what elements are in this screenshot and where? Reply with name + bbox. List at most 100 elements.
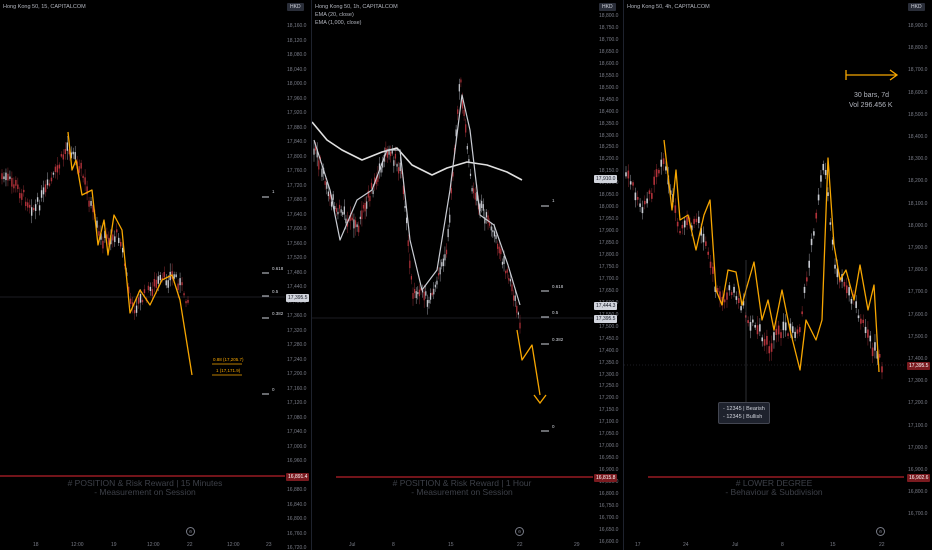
price-axis-label: 18,300.0 — [908, 156, 928, 163]
candle-body — [321, 168, 323, 177]
candle-body — [96, 220, 98, 228]
currency-badge[interactable]: HKD — [908, 3, 925, 11]
time-axis-label: 12:00 — [227, 542, 240, 548]
candle-body — [398, 167, 400, 174]
candle-body — [824, 169, 827, 176]
chart-panel-15m[interactable]: Hong Kong 50, 15, CAPITALCOM HKD 18,160.… — [0, 0, 311, 550]
fib-label-0618: 0.618 — [272, 266, 284, 271]
candle-body — [120, 241, 122, 247]
candle-body — [775, 328, 778, 335]
candle-body — [13, 184, 15, 189]
time-axis-label: 29 — [574, 542, 580, 548]
ema-1000-legend[interactable]: EMA (1,000, close) — [315, 20, 362, 26]
candle-body — [471, 188, 473, 192]
settings-gear-icon[interactable]: ⚙ — [876, 527, 885, 536]
candle-body — [754, 325, 756, 328]
candle-body — [153, 278, 156, 287]
candle-body — [185, 301, 187, 304]
price-axis-label: 17,880.0 — [287, 124, 307, 131]
time-axis-label: 22 — [517, 542, 523, 548]
price-axis-label: 17,500.0 — [599, 323, 619, 330]
candle-body — [490, 226, 492, 231]
candle-body — [466, 146, 468, 150]
settings-gear-icon[interactable]: ⚙ — [515, 527, 524, 536]
candle-body — [50, 177, 53, 182]
candle-body — [122, 247, 124, 253]
price-axis-label: 16,700.0 — [599, 514, 619, 521]
candle-body — [21, 193, 23, 200]
price-axis-label: 17,000.0 — [599, 443, 619, 450]
candle-body — [681, 224, 684, 229]
candle-body — [646, 198, 648, 204]
candle-body — [452, 171, 454, 177]
candle-body — [337, 211, 339, 215]
candle-body — [1, 173, 3, 180]
candle-body — [19, 192, 21, 199]
candle-body — [157, 276, 160, 284]
chart-canvas-15m[interactable] — [0, 0, 311, 550]
price-axis-label: 18,600.0 — [908, 89, 928, 96]
candle-body — [874, 342, 876, 351]
time-axis-label: 24 — [683, 542, 689, 548]
price-axis-label: 17,150.0 — [599, 407, 619, 414]
arrow-down-icon — [533, 394, 547, 405]
candle-body — [80, 162, 82, 169]
price-axis-label: 17,200.0 — [908, 400, 928, 407]
candle-body — [82, 175, 84, 179]
candle-body — [878, 353, 881, 358]
candle-body — [114, 236, 116, 243]
time-axis-label: 22 — [187, 542, 193, 548]
candle-body — [662, 158, 665, 165]
ema-20-line — [313, 94, 521, 306]
fib-label-1: 1 — [552, 198, 555, 203]
candle-body — [473, 188, 475, 194]
candle-body — [730, 292, 733, 296]
candle-body — [342, 211, 344, 215]
candle-body — [474, 193, 476, 200]
settings-gear-icon[interactable]: ⚙ — [186, 527, 195, 536]
candle-body — [68, 149, 70, 155]
watermark-subtitle: - Measurement on Session — [411, 487, 513, 497]
price-axis-label: 18,080.0 — [287, 52, 307, 58]
candle-body — [361, 210, 363, 220]
chart-canvas-1h[interactable] — [312, 0, 623, 550]
candle-body — [660, 159, 663, 167]
candle-body — [808, 260, 810, 268]
candle-body — [9, 176, 11, 179]
candle-body — [377, 174, 379, 182]
candle-body — [479, 203, 481, 212]
candle-body — [639, 203, 641, 207]
candle-body — [827, 192, 829, 196]
currency-badge[interactable]: HKD — [599, 3, 616, 11]
price-axis-label: 17,050.0 — [599, 431, 619, 438]
price-axis-label: 17,680.0 — [287, 197, 307, 203]
symbol-title[interactable]: Hong Kong 50, 15, CAPITALCOM — [3, 4, 86, 10]
price-axis-label: 18,050.0 — [599, 192, 619, 199]
symbol-title[interactable]: Hong Kong 50, 1h, CAPITALCOM EMA (20, cl… — [315, 3, 398, 27]
panel-divider[interactable] — [311, 0, 312, 550]
price-axis-label: 18,200.0 — [908, 178, 928, 185]
price-axis-label: 17,520.0 — [287, 255, 307, 261]
candle-body — [412, 293, 414, 299]
candle-body — [450, 188, 452, 194]
price-axis-label: 17,400.0 — [908, 356, 928, 362]
price-axis-label: 17,120.0 — [287, 400, 307, 406]
chart-panel-4h[interactable]: Hong Kong 50, 4h, CAPITALCOM HKD 18,900.… — [624, 0, 932, 550]
symbol-title[interactable]: Hong Kong 50, 4h, CAPITALCOM — [627, 4, 710, 10]
candle-body — [433, 288, 435, 295]
ema-20-legend[interactable]: EMA (20, close) — [315, 12, 354, 18]
candle-body — [465, 124, 467, 133]
price-axis-label: 18,120.0 — [287, 37, 307, 44]
chart-canvas-4h[interactable] — [624, 0, 932, 550]
candle-body — [420, 288, 422, 291]
candle-body — [495, 235, 497, 239]
legend-bullish: - 12345 | Bullish — [723, 414, 763, 420]
currency-badge[interactable]: HKD — [287, 3, 304, 11]
candle-body — [508, 278, 510, 281]
candle-body — [394, 153, 397, 159]
candle-body — [447, 229, 449, 238]
price-axis-label: 18,600.0 — [599, 60, 619, 67]
chart-panel-1h[interactable]: Hong Kong 50, 1h, CAPITALCOM EMA (20, cl… — [312, 0, 623, 550]
candle-body — [56, 165, 59, 173]
panel-divider[interactable] — [623, 0, 624, 550]
